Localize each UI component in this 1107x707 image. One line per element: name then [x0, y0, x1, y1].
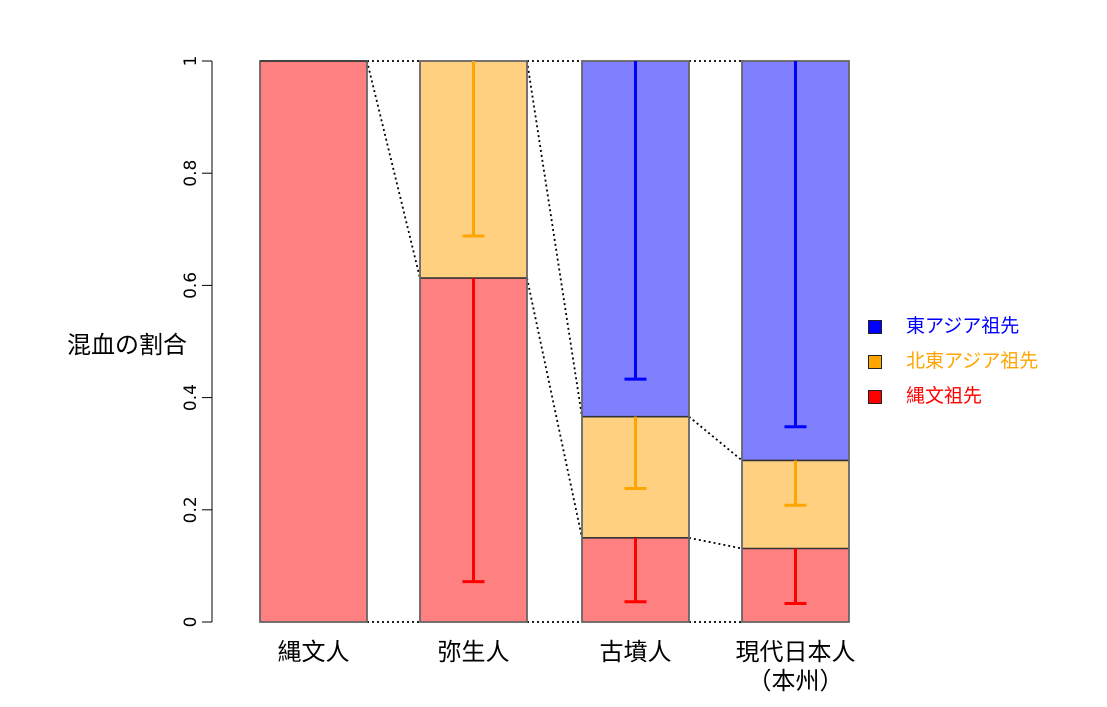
y-tick-label: 0.8: [181, 160, 201, 187]
legend-label: 北東アジア祖先: [906, 350, 1039, 372]
y-axis-label: 混血の割合: [67, 331, 187, 359]
connector-line: [526, 277, 583, 539]
y-tick-label: 0.6: [181, 272, 201, 299]
legend-swatch: [868, 319, 882, 334]
legend-swatch: [868, 389, 882, 404]
bar-segment: [260, 61, 367, 622]
legend-item: 東アジア祖先: [868, 309, 1038, 344]
connector-line: [526, 60, 583, 417]
category-label: 弥生人: [438, 638, 510, 666]
y-tick-label: 1: [181, 56, 201, 67]
legend-label: 縄文祖先: [906, 385, 983, 407]
category-label: 縄文人: [278, 638, 350, 666]
legend-item: 縄文祖先: [868, 379, 1038, 414]
y-tick-label: 0.2: [181, 496, 201, 523]
legend-swatch: [868, 354, 882, 369]
legend: 東アジア祖先 北東アジア祖先 縄文祖先: [868, 309, 1038, 414]
legend-label: 東アジア祖先: [906, 315, 1020, 337]
connector-line: [366, 60, 421, 279]
legend-item: 北東アジア祖先: [868, 344, 1038, 379]
y-tick-label: 0: [181, 617, 201, 628]
category-label: （本州）: [748, 667, 844, 695]
category-label: 現代日本人: [736, 638, 856, 666]
connector-line: [688, 415, 743, 462]
y-tick-label: 0.4: [181, 384, 201, 411]
connector-line: [688, 536, 743, 550]
category-label: 古墳人: [600, 638, 672, 666]
